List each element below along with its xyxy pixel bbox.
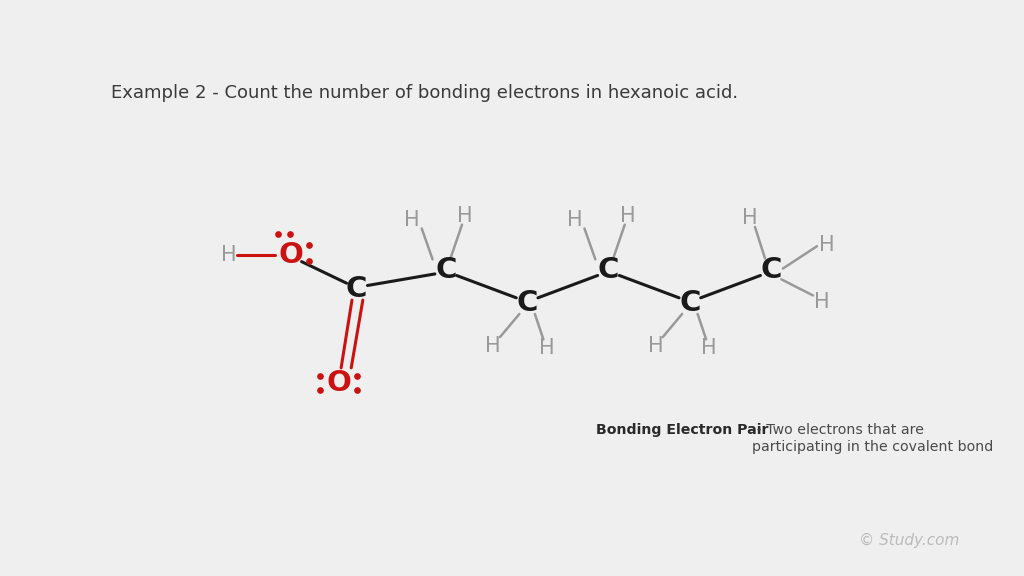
Text: H: H	[741, 208, 758, 228]
Text: H: H	[539, 338, 554, 358]
Text: C: C	[346, 275, 368, 304]
Text: H: H	[814, 293, 829, 312]
Text: O: O	[327, 369, 351, 397]
Text: H: H	[485, 336, 501, 355]
Text: C: C	[598, 256, 620, 284]
Text: - Two electrons that are
participating in the covalent bond: - Two electrons that are participating i…	[752, 423, 993, 453]
Text: Example 2 - Count the number of bonding electrons in hexanoic acid.: Example 2 - Count the number of bonding …	[111, 84, 737, 101]
Text: Bonding Electron Pair: Bonding Electron Pair	[596, 423, 768, 437]
Text: H: H	[621, 206, 636, 226]
Text: © Study.com: © Study.com	[859, 533, 959, 548]
Text: H: H	[221, 245, 237, 265]
Text: H: H	[648, 336, 664, 355]
Text: C: C	[761, 256, 782, 284]
Text: H: H	[701, 338, 717, 358]
Text: H: H	[819, 236, 835, 255]
Text: H: H	[566, 210, 583, 230]
Text: H: H	[403, 210, 420, 230]
Text: H: H	[458, 206, 473, 226]
Text: C: C	[516, 289, 538, 317]
Text: C: C	[679, 289, 700, 317]
Text: C: C	[435, 256, 457, 284]
Text: O: O	[279, 241, 303, 268]
